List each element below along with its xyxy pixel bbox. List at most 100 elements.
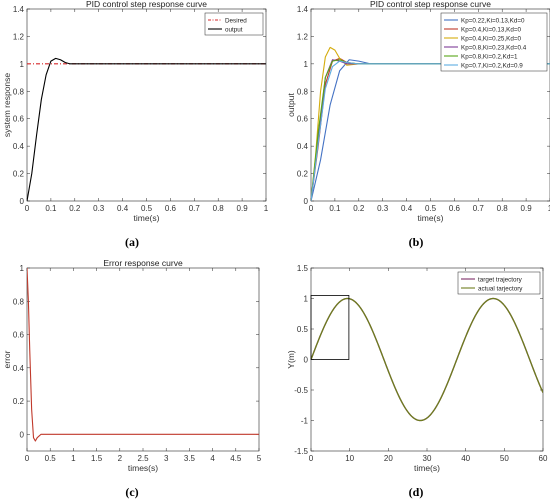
y-tick-label: -0.5 (294, 386, 308, 395)
y-tick-label: 1.4 (297, 5, 309, 14)
x-tick-label: 0.4 (117, 204, 129, 213)
chart-title: PID control step response curve (86, 0, 207, 9)
series-line-2 (27, 57, 266, 201)
chart-b: 0 0.1 0.2 0.3 0.4 0.5 0.6 0.7 0.8 0.9 1 0 0.2 0.4 0.6 0… (286, 0, 550, 223)
legend: Kp=0.22,Ki=0.13,Kd=0 Kp=0.4,Ki=0.13,Kd=0 K… (440, 12, 548, 72)
x-tick-label: 2 (118, 454, 123, 463)
chart-title: Error response curve (103, 258, 183, 268)
y-tick-label: 1.2 (297, 32, 309, 41)
x-tick-label: 0.6 (449, 204, 461, 213)
legend-entry-label: Kp=0.8,Ki=0.23,Kd=0.4 (461, 45, 527, 52)
x-tick-label: 0 (25, 204, 30, 213)
x-tick-label: 0.2 (353, 204, 365, 213)
x-tick-label: 4 (210, 454, 215, 463)
x-tick-label: 0 (25, 454, 30, 463)
y-tick-label: 0 (20, 430, 25, 439)
x-tick-label: 20 (384, 454, 393, 463)
y-axis-label: system response (2, 73, 12, 138)
x-axis-label: time(s) (414, 463, 440, 473)
y-tick-label: 0.2 (297, 170, 309, 179)
y-tick-label: 0.8 (297, 87, 309, 96)
y-tick-label: 0.2 (13, 170, 25, 179)
y-tick-label: 0.8 (13, 297, 25, 306)
legend-entry-label: Kp=0.4,Ki=0.25,Kd=0 (461, 36, 522, 43)
legend-entry-label: Kp=0.7,Ki=0.2,Kd=0.9 (461, 63, 523, 70)
legend-entry-label: Kp=0.4,Ki=0.13,Kd=0 (461, 27, 522, 34)
y-tick-label: 0 (304, 197, 309, 206)
x-tick-label: 1 (71, 454, 76, 463)
caption-a: (a) (125, 235, 139, 249)
y-tick-label: 0.6 (13, 115, 25, 124)
x-tick-label: 0.5 (45, 454, 57, 463)
y-tick-label: 0.6 (297, 115, 309, 124)
y-tick-label: 1.2 (13, 32, 25, 41)
x-tick-label: 1 (548, 204, 550, 213)
x-tick-label: 10 (345, 454, 354, 463)
x-tick-label: 0.6 (165, 204, 177, 213)
series-line-2 (311, 297, 543, 422)
chart-title: PID control step response curve (370, 0, 491, 9)
y-tick-label: 0.4 (297, 142, 309, 151)
x-tick-label: 0.3 (377, 204, 389, 213)
y-tick-label: 0.4 (13, 142, 25, 151)
y-tick-label: 1 (20, 264, 25, 273)
y-tick-label: -1 (301, 417, 309, 426)
caption-b: (b) (408, 235, 424, 249)
x-axis-label: time(s) (418, 213, 444, 223)
x-tick-label: 0.4 (401, 204, 413, 213)
x-tick-label: 60 (539, 454, 548, 463)
axes-frame (26, 8, 267, 202)
x-tick-label: 40 (461, 454, 470, 463)
x-axis-label: times(s) (128, 463, 158, 473)
caption-d: (d) (408, 485, 424, 499)
y-tick-label: 0 (20, 197, 25, 206)
x-axis-label: time(s) (134, 213, 160, 223)
y-tick-label: 0.8 (13, 87, 25, 96)
x-tick-label: 1 (264, 204, 269, 213)
legend-box (457, 271, 541, 295)
y-tick-label: 0.4 (13, 364, 25, 373)
legend-entry-label: Kp=0.8,Ki=0.2,Kd=1 (461, 54, 518, 61)
series-line-6 (311, 60, 550, 201)
x-tick-label: 0.9 (237, 204, 249, 213)
y-tick-label: 1 (20, 60, 25, 69)
y-axis-label: Y(m) (286, 350, 296, 369)
x-tick-label: 0.8 (497, 204, 509, 213)
x-tick-label: 0.3 (93, 204, 105, 213)
x-tick-label: 5 (257, 454, 262, 463)
x-tick-label: 1.5 (91, 454, 103, 463)
series-line-1 (27, 268, 259, 442)
x-tick-label: 0.2 (69, 204, 81, 213)
x-tick-label: 3 (164, 454, 169, 463)
x-tick-label: 0.9 (521, 204, 533, 213)
y-tick-label: 0.5 (297, 325, 309, 334)
x-tick-label: 2.5 (137, 454, 149, 463)
x-tick-label: 0 (309, 204, 314, 213)
x-tick-label: 0.1 (45, 204, 57, 213)
y-tick-label: 1 (304, 295, 309, 304)
y-tick-label: 0.6 (13, 331, 25, 340)
y-axis-label: error (2, 350, 12, 368)
legend-box (440, 12, 548, 72)
x-tick-label: 0.7 (473, 204, 485, 213)
legend-entry-label: actual tarjectory (478, 286, 523, 293)
x-tick-label: 0.5 (141, 204, 153, 213)
y-tick-label: -1.5 (294, 447, 308, 456)
legend-entry-label: Desired (225, 18, 247, 25)
x-tick-label: 50 (500, 454, 509, 463)
x-tick-label: 0 (309, 454, 314, 463)
x-tick-label: 0.7 (189, 204, 201, 213)
legend: target trajectory actual tarjectory (457, 271, 541, 295)
y-tick-label: 1.5 (297, 264, 309, 273)
y-tick-label: 0.2 (13, 397, 25, 406)
chart-c: 0 0.5 1 1.5 2 2.5 3 3.5 4 4.5 5 0 0.2 0.4 0.6 0.8 1 Error… (2, 258, 262, 473)
x-tick-label: 0.5 (425, 204, 437, 213)
x-tick-label: 3.5 (184, 454, 196, 463)
y-tick-label: 0 (304, 356, 309, 365)
caption-c: (c) (125, 485, 139, 499)
y-axis-label: output (286, 93, 296, 117)
legend-entry-label: Kp=0.22,Ki=0.13,Kd=0 (461, 18, 525, 25)
legend: Desired output (204, 12, 264, 36)
